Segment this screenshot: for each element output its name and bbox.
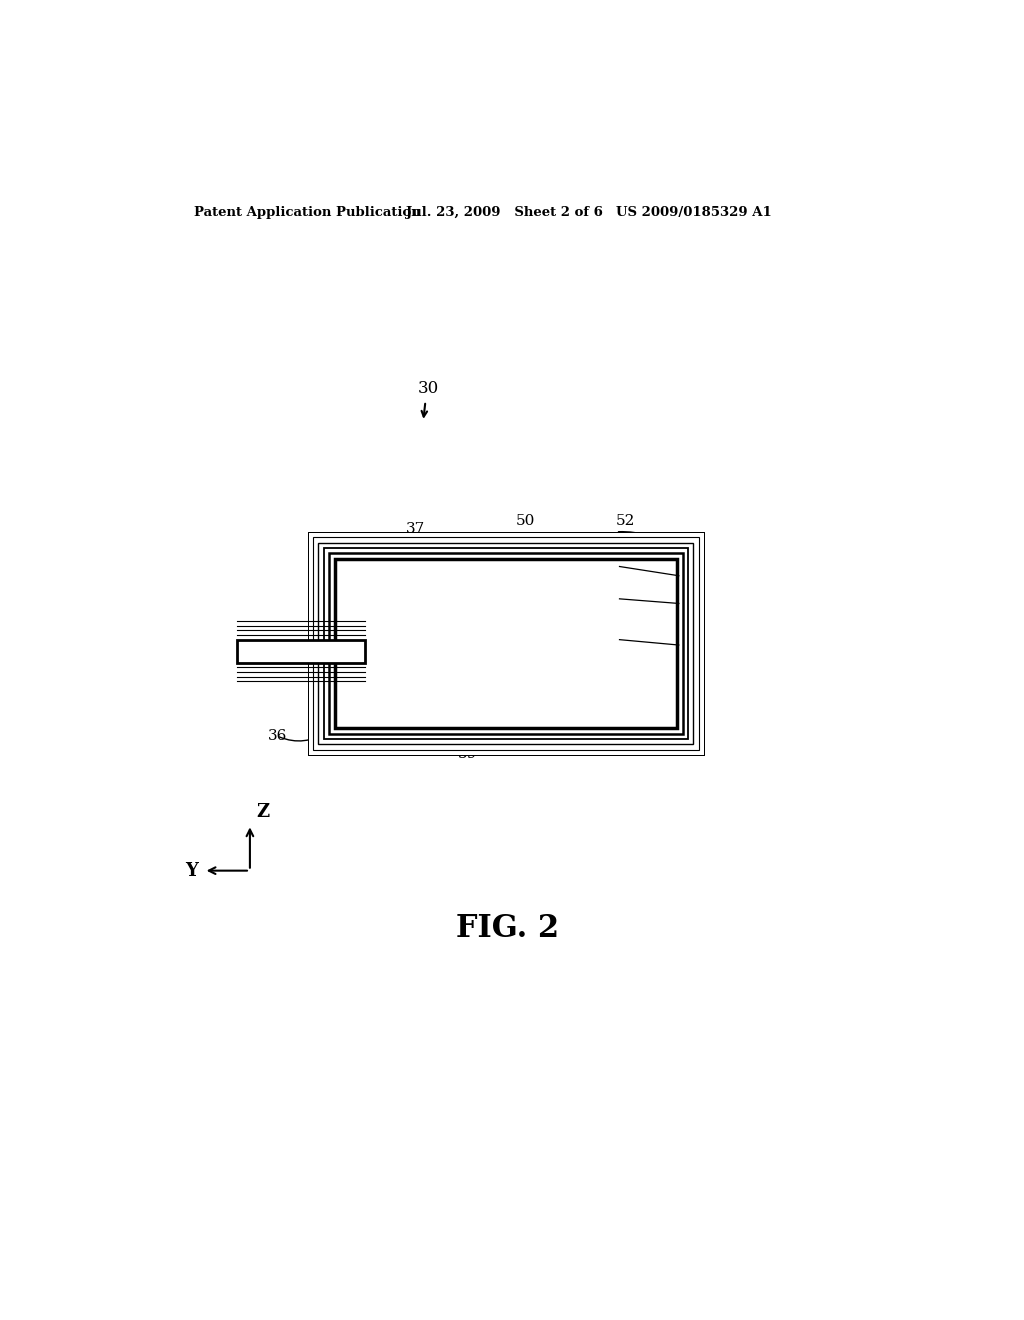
Text: FIG. 2: FIG. 2	[457, 913, 559, 944]
Text: 56: 56	[622, 632, 641, 647]
Bar	[324, 548, 688, 739]
Bar	[330, 553, 683, 734]
Text: Jul. 23, 2009   Sheet 2 of 6: Jul. 23, 2009 Sheet 2 of 6	[407, 206, 603, 219]
Bar	[318, 543, 693, 744]
Text: 52: 52	[615, 513, 635, 528]
Text: 58: 58	[608, 663, 628, 677]
Text: Y: Y	[184, 862, 198, 879]
Text: US 2009/0185329 A1: US 2009/0185329 A1	[615, 206, 771, 219]
Bar	[313, 537, 698, 750]
Text: 50: 50	[515, 513, 535, 528]
Text: 37: 37	[407, 521, 425, 536]
Text: 38: 38	[622, 591, 641, 606]
Bar	[307, 532, 705, 755]
Bar	[324, 548, 688, 739]
Text: 54: 54	[622, 560, 641, 573]
Bar	[335, 558, 677, 729]
Bar	[237, 640, 377, 663]
Text: 36: 36	[267, 729, 287, 743]
Text: 30: 30	[418, 380, 439, 397]
Text: 39: 39	[458, 747, 477, 762]
Bar	[335, 558, 677, 729]
Text: 34: 34	[396, 618, 416, 631]
Bar	[307, 532, 705, 755]
Bar	[313, 537, 698, 750]
Bar	[237, 640, 366, 663]
Bar	[318, 543, 693, 744]
Text: Patent Application Publication: Patent Application Publication	[194, 206, 421, 219]
Text: Z: Z	[256, 803, 269, 821]
Bar	[330, 553, 683, 734]
